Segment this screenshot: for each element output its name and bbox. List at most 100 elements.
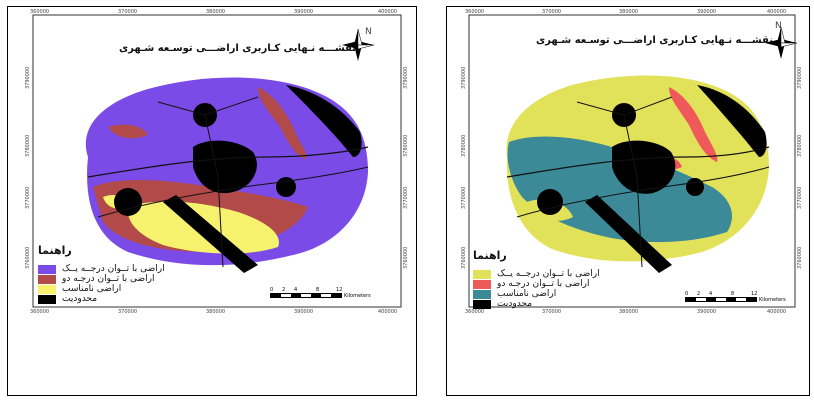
legend-item: اراضی نامناسب (473, 289, 556, 299)
legend-swatch (38, 294, 56, 304)
x-tick: 360000 (30, 309, 50, 315)
restricted-band (163, 195, 258, 273)
legend-title: راهنما (473, 249, 507, 262)
road (157, 96, 259, 116)
y-tick: 3760000 (403, 246, 409, 269)
road (623, 114, 643, 268)
y-tick: 3760000 (797, 246, 803, 269)
y-tick: 3790000 (461, 66, 467, 89)
x-tick: 370000 (542, 9, 562, 15)
legend-swatch (38, 264, 56, 274)
north-label: N (775, 21, 782, 31)
legend-label: اراضی با تــوان درجـه دو (62, 274, 155, 284)
y-tick: 3790000 (403, 66, 409, 89)
legend-label: محدودیت (62, 294, 98, 304)
class2-patch (258, 87, 307, 159)
road (576, 96, 673, 116)
restricted-corner (697, 85, 767, 157)
restricted-urban (193, 140, 257, 194)
restricted-corner (286, 85, 362, 157)
map-canvas (468, 14, 796, 308)
legend-item: اراضی با تــوان درجــه یــک (473, 269, 600, 279)
legend-label: اراضی نامناسب (62, 284, 122, 294)
scale-tick: 12 (336, 287, 343, 293)
x-tick: 380000 (619, 9, 639, 15)
road (516, 166, 770, 218)
legend-item: اراضی نامناسب (38, 284, 121, 294)
legend-title: راهنما (38, 244, 72, 257)
legend-swatch (473, 299, 491, 309)
y-tick: 3790000 (25, 66, 31, 89)
legend-swatch (38, 274, 56, 284)
legend-item: اراضی با تــوان درجـه دو (473, 279, 589, 289)
x-tick: 400000 (767, 9, 787, 15)
x-tick: 390000 (294, 309, 314, 315)
y-tick: 3780000 (403, 134, 409, 157)
scale-tick: 2 (282, 287, 286, 293)
north-arrow-icon (765, 26, 798, 59)
x-tick: 390000 (697, 309, 717, 315)
x-tick: 370000 (118, 9, 138, 15)
legend-item: اراضی با تــوان درجـه دو (38, 274, 154, 284)
scale-bar: 0 2 4 8 12 Kilometers (270, 287, 371, 303)
restricted-circle (537, 189, 563, 215)
x-tick: 360000 (465, 309, 485, 315)
x-tick: 400000 (767, 309, 787, 315)
x-tick: 400000 (378, 309, 398, 315)
restricted-band (585, 195, 672, 273)
legend-label: اراضی با تــوان درجــه یــک (62, 264, 165, 274)
x-tick: 370000 (118, 309, 138, 315)
road (204, 114, 224, 268)
x-tick: 400000 (378, 9, 398, 15)
class2-patch (669, 87, 718, 162)
north-label: N (365, 27, 372, 37)
legend-label: اراضی نامناسب (497, 289, 557, 299)
y-tick: 3760000 (25, 246, 31, 269)
scale-bar-graphic (270, 293, 342, 298)
road (87, 146, 369, 178)
y-tick: 3780000 (25, 134, 31, 157)
scale-tick: 0 (685, 291, 689, 297)
y-tick: 3770000 (25, 186, 31, 209)
legend-item: محدودیت (473, 299, 532, 309)
y-tick: 3770000 (797, 186, 803, 209)
map-panel-left: نقشـــه نـهایی کـاربری اراضـــی توسـعه ش… (7, 6, 417, 396)
legend-label: محدودیت (497, 299, 533, 309)
y-tick: 3790000 (797, 66, 803, 89)
restricted-urban (612, 140, 676, 194)
x-tick: 380000 (619, 309, 639, 315)
y-tick: 3770000 (403, 186, 409, 209)
y-tick: 3780000 (461, 134, 467, 157)
road (506, 146, 770, 178)
scale-tick: 8 (731, 291, 735, 297)
map-title: نقشـــه نـهایی کـاربری اراضـــی توسـعه ش… (535, 35, 773, 46)
road (97, 166, 369, 218)
legend-item: محدودیت (38, 294, 97, 304)
map-panel-right: نقشـــه نـهایی کـاربری اراضـــی توسـعه ش… (446, 6, 810, 396)
scale-unit: Kilometers (344, 293, 371, 299)
scale-bar-graphic (685, 297, 757, 302)
scale-unit: Kilometers (759, 297, 786, 303)
legend-item: اراضی با تــوان درجــه یــک (38, 264, 165, 274)
legend-swatch (473, 289, 491, 299)
y-tick: 3760000 (461, 246, 467, 269)
x-tick: 390000 (294, 9, 314, 15)
north-arrow-icon (342, 28, 375, 61)
scale-tick: 2 (697, 291, 701, 297)
scale-tick: 4 (709, 291, 713, 297)
x-tick: 370000 (542, 309, 562, 315)
scale-tick: 0 (270, 287, 274, 293)
x-tick: 380000 (206, 309, 226, 315)
legend-label: اراضی با تــوان درجـه دو (497, 279, 590, 289)
scale-tick: 4 (294, 287, 298, 293)
map-canvas (32, 14, 402, 308)
legend-label: اراضی با تــوان درجــه یــک (497, 269, 600, 279)
y-tick: 3780000 (797, 134, 803, 157)
restricted-circle (114, 188, 142, 216)
x-tick: 380000 (206, 9, 226, 15)
legend-swatch (473, 279, 491, 289)
y-tick: 3770000 (461, 186, 467, 209)
x-tick: 360000 (30, 9, 50, 15)
legend-swatch (38, 284, 56, 294)
x-tick: 360000 (465, 9, 485, 15)
